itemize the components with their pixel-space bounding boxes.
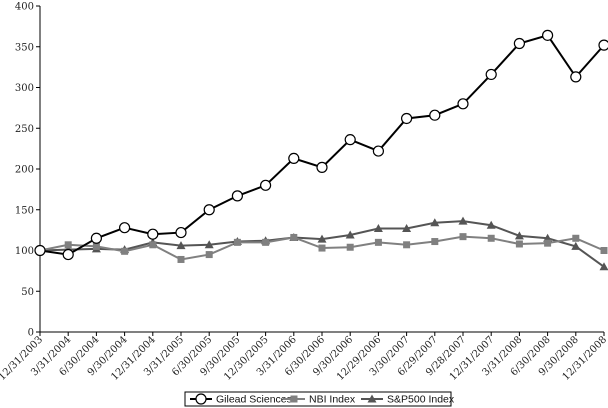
data-point-nbi-index	[515, 240, 523, 248]
data-point-nbi-index	[318, 244, 326, 252]
data-point-s-p500-index	[599, 262, 608, 271]
data-point-nbi-index	[403, 241, 411, 249]
y-tick-label: 400	[15, 2, 34, 13]
data-point-s-p500-index	[430, 218, 440, 227]
legend-marker-nbi-index	[290, 395, 298, 403]
data-point-gilead-sciences	[118, 222, 131, 234]
data-point-gilead-sciences	[457, 98, 469, 110]
data-point-gilead-sciences	[429, 109, 441, 121]
series-lines	[34, 29, 608, 271]
data-point-s-p500-index	[458, 216, 468, 225]
data-point-nbi-index	[487, 234, 495, 242]
data-point-nbi-index	[572, 234, 580, 242]
y-tick-label: 350	[15, 42, 34, 53]
y-axis: 0 50 100 150 200 250 300 350 400	[15, 2, 41, 339]
legend: Gilead Sciences NBI Index S&P500 Index	[184, 391, 455, 407]
y-tick-label: 0	[28, 328, 34, 339]
data-point-gilead-sciences	[147, 228, 159, 240]
x-axis: 12/31/20033/31/20046/30/20049/30/200412/…	[0, 331, 608, 383]
data-point-s-p500-index	[345, 230, 355, 239]
data-point-gilead-sciences	[485, 68, 497, 81]
data-point-gilead-sciences	[541, 29, 554, 41]
legend-label-s-p500-index: S&P500 Index	[387, 394, 455, 406]
y-tick-label: 150	[15, 205, 34, 216]
data-point-nbi-index	[459, 233, 467, 241]
series-line-gilead-sciences	[39, 34, 605, 256]
data-point-gilead-sciences	[34, 244, 46, 257]
data-point-s-p500-index	[486, 220, 496, 229]
data-point-nbi-index	[431, 238, 439, 246]
data-point-nbi-index	[600, 247, 608, 254]
y-tick-label: 200	[15, 165, 34, 176]
data-point-gilead-sciences	[231, 190, 243, 202]
data-point-nbi-index	[290, 233, 298, 241]
data-point-gilead-sciences	[260, 179, 272, 191]
data-point-s-p500-index	[373, 223, 383, 232]
data-point-gilead-sciences	[175, 226, 187, 239]
data-point-nbi-index	[149, 241, 157, 249]
data-point-nbi-index	[64, 241, 72, 249]
data-point-s-p500-index	[204, 240, 214, 249]
data-point-gilead-sciences	[570, 71, 582, 83]
legend-label-gilead-sciences: Gilead Sciences	[216, 394, 292, 406]
data-point-s-p500-index	[571, 241, 581, 250]
data-point-gilead-sciences	[62, 248, 74, 261]
y-tick-label: 100	[15, 246, 34, 257]
data-point-s-p500-index	[176, 241, 186, 250]
data-point-gilead-sciences	[90, 232, 103, 244]
y-tick-label: 50	[21, 287, 34, 298]
data-point-gilead-sciences	[344, 134, 356, 146]
data-point-nbi-index	[92, 242, 100, 250]
data-point-gilead-sciences	[598, 39, 608, 51]
legend-label-nbi-index: NBI Index	[309, 394, 356, 406]
data-point-gilead-sciences	[372, 145, 384, 157]
data-point-s-p500-index	[317, 234, 327, 243]
data-point-nbi-index	[233, 238, 241, 246]
data-point-gilead-sciences	[316, 161, 328, 173]
legend-marker-gilead-sciences	[195, 393, 207, 405]
data-point-s-p500-index	[402, 223, 412, 232]
legend-box	[184, 391, 452, 407]
data-point-nbi-index	[346, 243, 354, 251]
data-point-gilead-sciences	[513, 37, 526, 50]
legend-marker-s-p500-index	[367, 394, 377, 403]
data-point-nbi-index	[177, 255, 185, 263]
data-point-nbi-index	[121, 247, 129, 255]
data-point-s-p500-index	[514, 231, 524, 240]
data-point-nbi-index	[544, 239, 552, 247]
y-tick-label: 250	[15, 124, 34, 135]
data-point-nbi-index	[374, 238, 382, 246]
y-tick-label: 300	[15, 83, 34, 94]
data-point-nbi-index	[262, 238, 270, 246]
data-point-nbi-index	[205, 251, 213, 259]
data-point-gilead-sciences	[203, 204, 215, 216]
data-point-gilead-sciences	[288, 152, 300, 165]
data-point-gilead-sciences	[401, 112, 413, 125]
